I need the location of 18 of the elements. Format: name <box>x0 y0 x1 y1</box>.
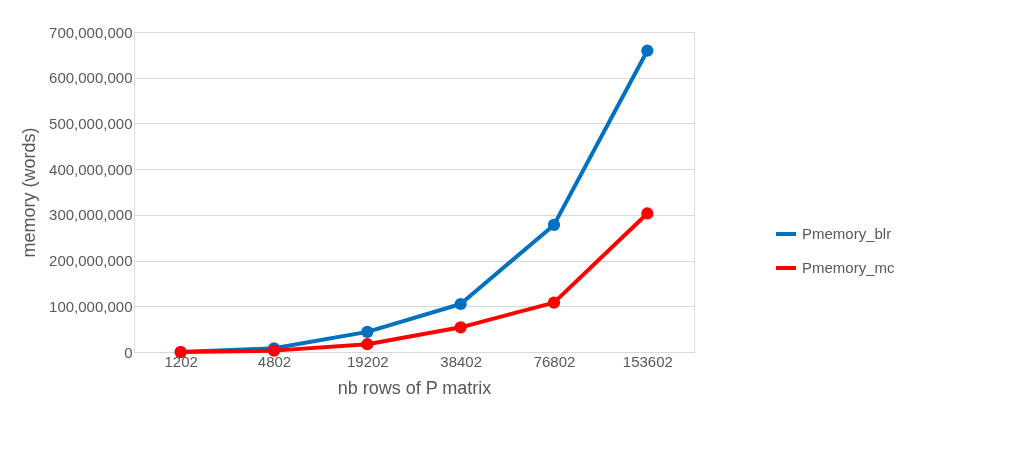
y-tick-label: 400,000,000 <box>49 160 133 178</box>
legend-label: Pmemory_mc <box>802 259 896 276</box>
y-tick-label: 200,000,000 <box>49 252 133 270</box>
x-tick-label: 19202 <box>346 352 389 370</box>
x-tick-label: 1202 <box>164 352 198 370</box>
y-axis-title: memory (words) <box>19 127 40 258</box>
x-tick-label: 76802 <box>533 352 576 370</box>
y-tick-label: 300,000,000 <box>49 206 133 224</box>
x-tick-label: 153602 <box>622 352 673 370</box>
y-tick-label: 0 <box>124 343 133 361</box>
x-tick-label: 38402 <box>440 352 483 370</box>
legend-label: Pmemory_blr <box>802 225 892 242</box>
x-axis-title: nb rows of P matrix <box>337 377 492 398</box>
y-tick-label: 700,000,000 <box>49 23 133 41</box>
y-tick-label: 500,000,000 <box>49 114 133 132</box>
y-tick-label: 600,000,000 <box>49 69 133 87</box>
y-tick-label: 100,000,000 <box>49 297 133 315</box>
x-tick-label: 4802 <box>257 352 292 370</box>
